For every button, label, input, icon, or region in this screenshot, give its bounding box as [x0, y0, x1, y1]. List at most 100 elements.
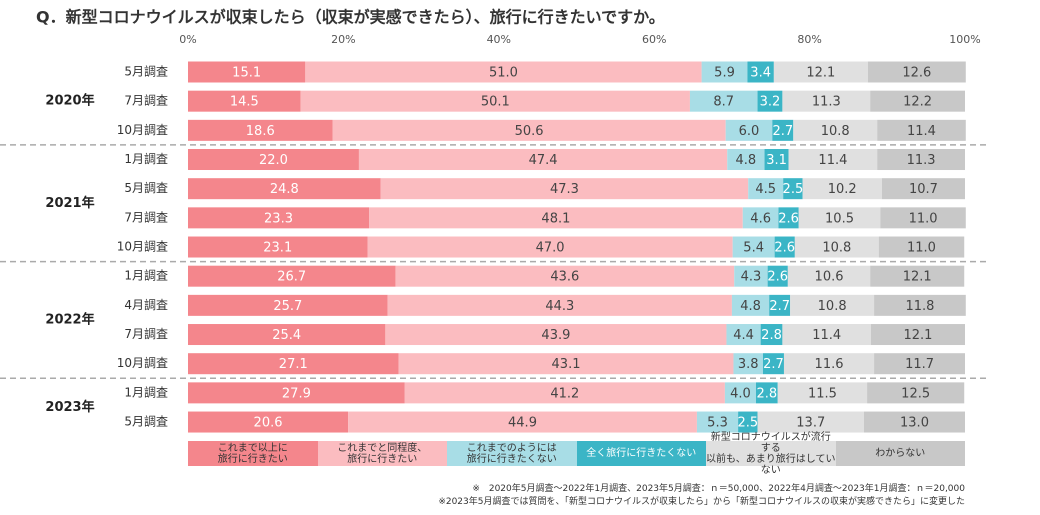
bar-segment — [783, 353, 875, 375]
bar-segment — [188, 207, 370, 229]
value-label: 11.3 — [907, 153, 936, 168]
bar-segment — [738, 411, 758, 433]
bar-segment — [188, 119, 333, 141]
category-label: 7月調査 — [124, 327, 168, 341]
bar-segment — [870, 90, 965, 112]
bar-segment — [881, 178, 965, 200]
value-label: 11.4 — [907, 124, 936, 139]
bar-segment — [380, 178, 749, 200]
value-label: 2.6 — [774, 241, 795, 256]
value-label: 2.7 — [769, 299, 790, 314]
bar-segment — [742, 207, 779, 229]
legend-item: わからない — [835, 441, 965, 466]
legend-item: これまでのようには 旅行に行きたくない — [447, 441, 577, 466]
value-label: 47.3 — [550, 182, 579, 197]
value-label: 5.4 — [743, 241, 764, 256]
category-label: 1月調査 — [124, 385, 168, 399]
bar-segment — [798, 207, 881, 229]
bar-segment — [757, 411, 864, 433]
value-label: 18.6 — [246, 124, 275, 139]
bar-segment — [369, 207, 743, 229]
value-label: 25.7 — [273, 299, 302, 314]
bar-segment — [747, 61, 774, 83]
bar-segment — [734, 265, 768, 287]
value-label: 47.0 — [536, 241, 565, 256]
value-label: 3.8 — [738, 357, 759, 372]
legend-item: これまでと同程度、 旅行に行きたい — [317, 441, 447, 466]
bar-segment — [772, 119, 794, 141]
bar-segment — [724, 382, 756, 404]
x-tick-label: 60% — [642, 33, 666, 46]
value-label: 2.5 — [737, 416, 758, 431]
value-label: 2.8 — [757, 386, 778, 401]
value-label: 10.7 — [909, 182, 938, 197]
value-label: 23.1 — [263, 241, 292, 256]
bar-segment — [878, 236, 965, 258]
value-label: 12.1 — [904, 328, 933, 343]
bar-segment — [188, 236, 368, 258]
footnote: ※ 2020年5月調査～2022年1月調査、2023年5月調査：ｎ＝50,000… — [472, 484, 965, 494]
value-label: 43.1 — [552, 357, 581, 372]
value-label: 5.9 — [714, 66, 735, 81]
value-label: 27.9 — [282, 386, 311, 401]
category-label: 5月調査 — [124, 415, 168, 429]
value-label: 50.6 — [515, 124, 544, 139]
value-label: 41.2 — [550, 386, 579, 401]
bar-segment — [790, 294, 875, 316]
bar-segment — [188, 411, 349, 433]
bar-segment — [348, 411, 697, 433]
value-label: 6.0 — [739, 124, 760, 139]
x-tick-label: 20% — [331, 33, 355, 46]
value-label: 26.7 — [277, 270, 306, 285]
value-label: 12.1 — [806, 66, 835, 81]
value-label: 12.2 — [903, 95, 932, 110]
bar-segment — [727, 149, 765, 171]
value-label: 4.0 — [730, 386, 751, 401]
value-label: 11.6 — [815, 357, 844, 372]
bar-segment — [387, 294, 732, 316]
bar-segment — [733, 353, 763, 375]
value-label: 2.8 — [761, 328, 782, 343]
bar-segment — [783, 178, 803, 200]
bar-segment — [757, 90, 783, 112]
bar-segment — [701, 61, 748, 83]
value-label: 4.5 — [755, 182, 776, 197]
value-label: 5.3 — [707, 416, 728, 431]
bar-segment — [404, 382, 725, 404]
value-label: 8.7 — [713, 95, 734, 110]
group-label: 2023年 — [45, 399, 94, 415]
category-label: 1月調査 — [124, 269, 168, 283]
category-label: 10月調査 — [117, 123, 168, 137]
chart-title: Q．新型コロナウイルスが収束したら（収束が実感できたら）、旅行に行きたいですか。 — [36, 8, 665, 27]
value-label: 27.1 — [279, 357, 308, 372]
value-label: 11.0 — [909, 211, 938, 226]
legend-item: 全く旅行に行きたくない — [576, 441, 706, 466]
category-label: 1月調査 — [124, 152, 168, 166]
bar-segment — [395, 265, 735, 287]
bar-segment — [188, 353, 399, 375]
bar-segment — [385, 324, 727, 346]
group-label: 2020年 — [45, 93, 94, 109]
value-label: 11.4 — [812, 328, 841, 343]
bar-segment — [777, 382, 868, 404]
value-label: 25.4 — [272, 328, 301, 343]
legend-item: 新型コロナウイルスが流行する 以前も、あまり旅行はしていない — [706, 431, 836, 476]
x-tick-label: 0% — [179, 33, 196, 46]
value-label: 11.8 — [905, 299, 934, 314]
value-label: 4.8 — [736, 153, 757, 168]
value-label: 3.2 — [760, 95, 781, 110]
bar-segment — [867, 61, 966, 83]
value-label: 15.1 — [232, 66, 261, 81]
bar-segment — [870, 265, 965, 287]
bar-segment — [726, 324, 761, 346]
x-tick-label: 100% — [949, 33, 980, 46]
value-label: 10.8 — [818, 299, 847, 314]
value-label: 14.5 — [230, 95, 259, 110]
value-label: 10.5 — [825, 211, 854, 226]
value-label: 47.4 — [529, 153, 558, 168]
value-label: 2.5 — [783, 182, 804, 197]
value-label: 2.6 — [778, 211, 799, 226]
value-label: 10.6 — [815, 270, 844, 285]
